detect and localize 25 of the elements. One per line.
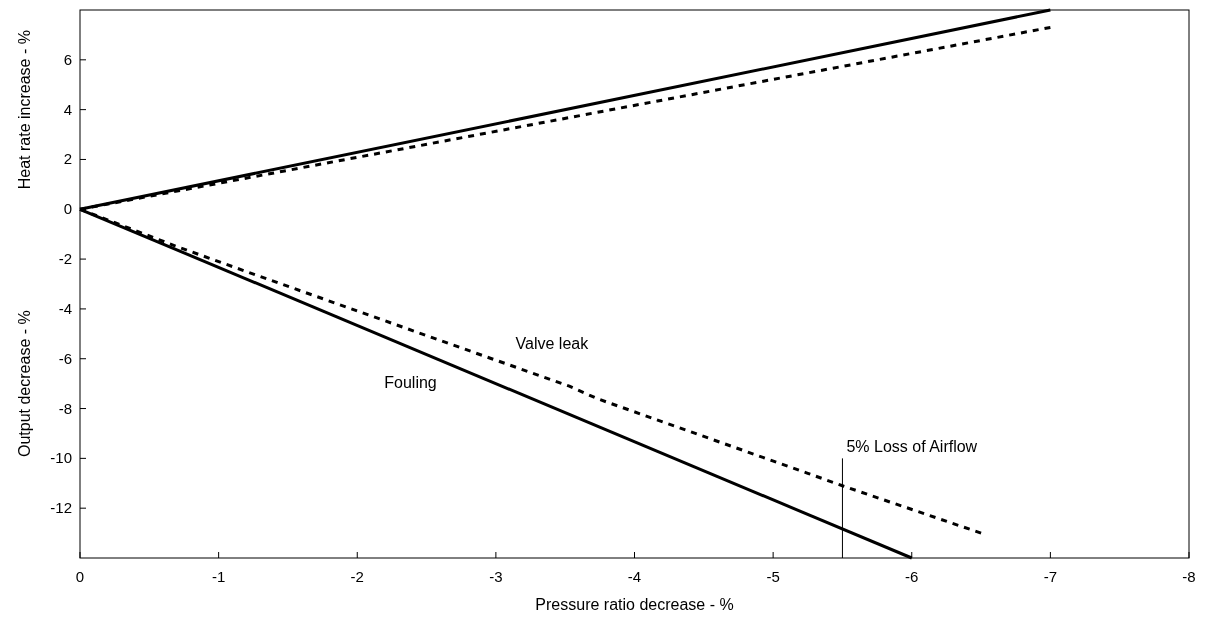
y-tick-label: 4 (63, 100, 72, 118)
x-tick-label: -6 (905, 568, 919, 585)
x-tick-label: -1 (211, 568, 226, 585)
y-axis-title: Heat rate increase - % (16, 30, 33, 190)
x-tick-label: -5 (766, 568, 780, 585)
y-tick-label: -6 (58, 349, 72, 367)
y-tick-label: -10 (50, 449, 72, 467)
series-label: Fouling (384, 374, 437, 392)
x-axis-title: Pressure ratio decrease - % (535, 596, 734, 613)
text: Output decrease - % (16, 310, 33, 458)
y-tick-label: -12 (50, 499, 72, 517)
series-label: Valve leak (515, 334, 590, 352)
y-tick-label: -8 (58, 399, 72, 417)
x-tick-label: 0 (75, 568, 85, 585)
x-tick-label: -2 (350, 568, 364, 585)
x-tick-label: -8 (1182, 568, 1196, 585)
x-tick-label: -7 (1043, 568, 1058, 585)
y-tick-label: -4 (58, 299, 72, 317)
y-tick-label: 0 (63, 200, 72, 218)
x-tick-label: -4 (627, 568, 642, 585)
y-tick-label: 2 (63, 150, 72, 168)
x-tick-label: -3 (489, 568, 503, 585)
annotation: 5% Loss of Airflow (846, 438, 978, 456)
y-tick-label: -2 (58, 250, 72, 268)
y-tick-label: 6 (63, 50, 72, 68)
